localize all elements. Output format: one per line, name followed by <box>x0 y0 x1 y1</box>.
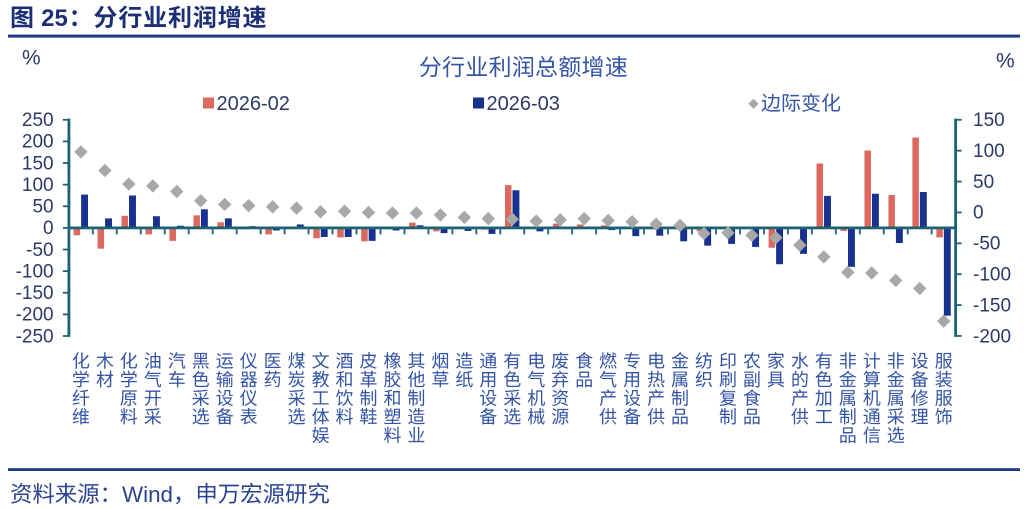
svg-text:-150: -150 <box>973 295 1011 316</box>
svg-text:-250: -250 <box>16 326 54 347</box>
svg-text:0: 0 <box>973 203 984 224</box>
svg-text:%: % <box>996 50 1015 73</box>
svg-text:2026-03: 2026-03 <box>487 93 560 115</box>
svg-text:-100: -100 <box>16 261 54 282</box>
svg-text:150: 150 <box>973 110 1005 131</box>
svg-text:2026-02: 2026-02 <box>217 93 290 115</box>
svg-text:0: 0 <box>43 218 54 239</box>
svg-text:50: 50 <box>32 197 53 218</box>
svg-text:150: 150 <box>22 153 54 174</box>
svg-text:25: 25 <box>41 5 68 32</box>
svg-text:100: 100 <box>973 141 1005 162</box>
svg-text:250: 250 <box>22 110 54 131</box>
svg-text:%: % <box>22 47 41 70</box>
svg-text:-150: -150 <box>16 283 54 304</box>
svg-text:200: 200 <box>22 132 54 153</box>
svg-text:-100: -100 <box>973 265 1011 286</box>
svg-text:-200: -200 <box>16 305 54 326</box>
svg-text:50: 50 <box>973 172 994 193</box>
svg-text:-200: -200 <box>973 326 1011 347</box>
svg-text:-50: -50 <box>26 240 53 261</box>
svg-text:-50: -50 <box>973 234 1000 255</box>
svg-text:100: 100 <box>22 175 54 196</box>
svg-text:Wind: Wind <box>122 482 173 507</box>
